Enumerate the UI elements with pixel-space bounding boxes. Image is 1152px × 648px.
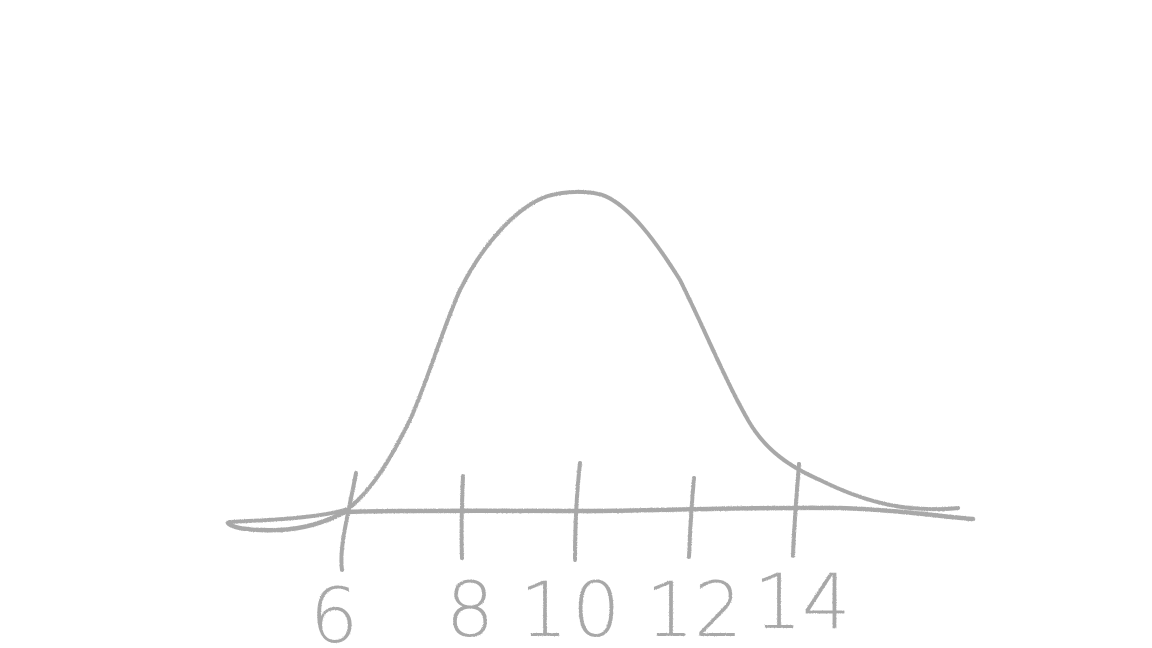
tick-label-14: 14 bbox=[754, 557, 851, 646]
tick-label-6: 6 bbox=[310, 571, 358, 648]
tick-mark-8 bbox=[459, 474, 465, 560]
tick-mark-10 bbox=[573, 461, 582, 562]
tick-mark-6 bbox=[339, 471, 358, 572]
horizontal-axis bbox=[225, 505, 976, 533]
tick-label-12: 12 bbox=[646, 565, 743, 648]
bell-curve bbox=[227, 189, 960, 524]
tick-label-10: 10 bbox=[520, 565, 625, 648]
tick-mark-14 bbox=[791, 462, 801, 558]
tick-mark-12 bbox=[687, 476, 696, 559]
sketch-drawing: 6 8 10 12 14 bbox=[225, 189, 976, 648]
tick-label-8: 8 bbox=[446, 565, 494, 648]
